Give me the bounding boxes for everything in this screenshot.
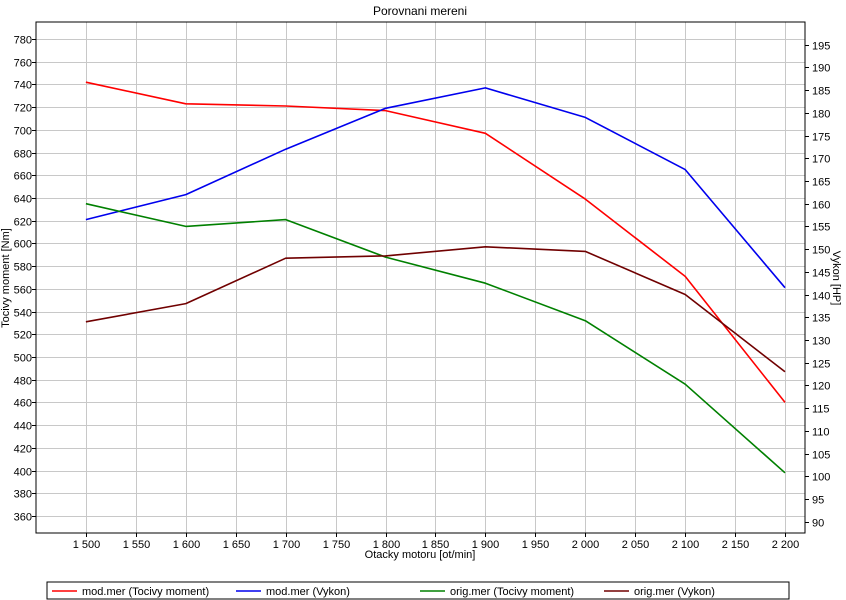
y-tick-label: 660: [14, 171, 32, 183]
x-axis-title: Otacky motoru [ot/min]: [365, 549, 476, 561]
y-axis-left-title: Tocivy moment [Nm]: [0, 228, 12, 328]
y2-tick-label: 170: [812, 154, 830, 166]
y2-tick-label: 180: [812, 109, 830, 121]
plot-frame: [35, 21, 806, 534]
y-tick-label: 680: [14, 149, 32, 161]
y-tick-label: 380: [14, 489, 32, 501]
y-tick-label: 540: [14, 308, 32, 320]
x-tick-label: 1 750: [323, 539, 351, 551]
series-line-3: [85, 202, 786, 474]
x-tick-label: 1 800: [373, 539, 401, 551]
x-tick-label: 1 950: [522, 539, 550, 551]
y-tick-label: 460: [14, 398, 32, 410]
legend-label-2: mod.mer (Vykon): [266, 586, 350, 598]
y2-tick-label: 185: [812, 86, 830, 98]
y-tick-label: 740: [14, 80, 32, 92]
legend-box: [46, 581, 790, 600]
legend: mod.mer (Tocivy moment) mod.mer (Vykon) or…: [52, 586, 715, 598]
y-tick-label: 560: [14, 285, 32, 297]
x-tick-label: 1 850: [422, 539, 450, 551]
y-tick-label: 400: [14, 467, 32, 479]
y2-tick-label: 105: [812, 450, 830, 462]
y2-tick-label: 120: [812, 381, 830, 393]
y-tick-label: 440: [14, 421, 32, 433]
plot-area: [36, 22, 805, 533]
legend-label-4: orig.mer (Vykon): [634, 586, 715, 598]
y-tick-label: 780: [14, 35, 32, 47]
y-tick-label: 640: [14, 194, 32, 206]
legend-label-1: mod.mer (Tocivy moment): [82, 586, 209, 598]
x-axis: 1 500 1 550 1 600 1 650 1 700 1 750 1 800 1 850…: [73, 533, 800, 551]
y2-tick-label: 150: [812, 245, 830, 257]
x-tick-label: 1 700: [273, 539, 301, 551]
y-tick-label: 600: [14, 239, 32, 251]
x-tick-label: 2 200: [772, 539, 800, 551]
chart-title: Porovnani mereni: [373, 4, 467, 18]
y2-tick-label: 145: [812, 268, 830, 280]
x-tick-label: 1 600: [173, 539, 201, 551]
legend-label-3: orig.mer (Tocivy moment): [450, 586, 574, 598]
series-line-2: [85, 87, 786, 289]
y-tick-label: 760: [14, 58, 32, 70]
series-line-4: [85, 246, 786, 373]
y2-tick-label: 160: [812, 200, 830, 212]
y-tick-label: 720: [14, 103, 32, 115]
x-tick-label: 1 550: [123, 539, 151, 551]
y2-tick-label: 110: [812, 427, 830, 439]
y2-tick-label: 135: [812, 313, 830, 325]
y-axis-left: 360 380 400 420 440 460 480 500 520 540 560 580 600 6…: [14, 35, 36, 524]
y2-tick-label: 115: [812, 404, 830, 416]
y2-tick-label: 190: [812, 63, 830, 75]
y2-tick-label: 165: [812, 177, 830, 189]
y2-tick-label: 125: [812, 359, 830, 371]
y-tick-label: 700: [14, 126, 32, 138]
y2-tick-label: 95: [812, 495, 824, 507]
x-tick-label: 1 500: [73, 539, 101, 551]
y2-tick-label: 175: [812, 132, 830, 144]
series-layer: [85, 81, 786, 474]
x-tick-label: 1 650: [223, 539, 251, 551]
y-tick-label: 480: [14, 376, 32, 388]
y2-tick-label: 100: [812, 472, 830, 484]
x-tick-label: 2 000: [572, 539, 600, 551]
series-line-1: [85, 81, 786, 403]
y-axis-right: 90 95 100 105 110 115 120 125 130 135 140 145 150 155…: [805, 41, 830, 530]
y-axis-right-title: Vykon [HP]: [830, 251, 842, 306]
x-tick-label: 2 150: [722, 539, 750, 551]
y-tick-label: 580: [14, 262, 32, 274]
y-tick-label: 360: [14, 512, 32, 524]
y2-tick-label: 195: [812, 41, 830, 53]
y-tick-label: 500: [14, 353, 32, 365]
y2-tick-label: 90: [812, 518, 824, 530]
x-tick-label: 1 900: [472, 539, 500, 551]
x-tick-label: 2 100: [672, 539, 700, 551]
y-tick-label: 520: [14, 330, 32, 342]
y2-tick-label: 155: [812, 222, 830, 234]
y2-tick-label: 140: [812, 291, 830, 303]
y2-tick-label: 130: [812, 336, 830, 348]
y-tick-label: 420: [14, 444, 32, 456]
x-tick-label: 2 050: [622, 539, 650, 551]
y-tick-label: 620: [14, 217, 32, 229]
